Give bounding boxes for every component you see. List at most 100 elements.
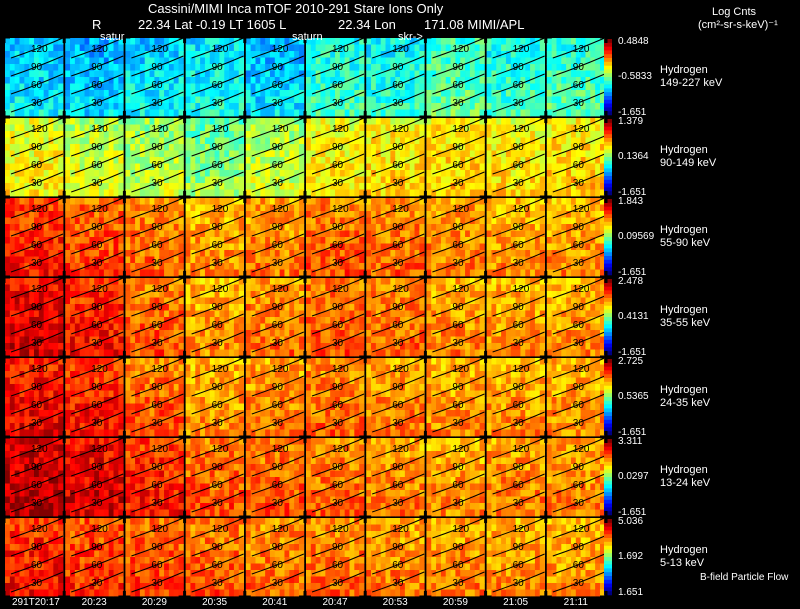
contour-label: 30 <box>31 98 43 109</box>
heatmap-cell <box>344 103 350 110</box>
heatmap-cell <box>575 96 582 104</box>
heatmap-cell <box>510 51 516 58</box>
heatmap-cell <box>465 144 471 151</box>
heatmap-cell <box>173 124 179 132</box>
heatmap-cell <box>139 157 146 164</box>
heatmap-cell <box>546 183 553 190</box>
heatmap-cell <box>431 189 437 197</box>
heatmap-cell <box>354 144 360 151</box>
heatmap-cell <box>520 263 526 270</box>
heatmap-cell <box>599 224 606 231</box>
heatmap-cell <box>419 83 425 91</box>
heatmap-cell <box>431 57 437 65</box>
heatmap-cell <box>426 237 432 244</box>
heatmap-cell <box>310 109 317 117</box>
heatmap-cell <box>284 64 290 71</box>
heatmap-cell <box>48 70 54 78</box>
heatmap-cell <box>375 44 382 52</box>
heatmap-cell <box>190 109 196 117</box>
heatmap-cell <box>496 243 502 251</box>
colorbar-step <box>604 138 612 143</box>
heatmap-cell <box>474 77 480 84</box>
heatmap-cell <box>195 269 201 277</box>
heatmap-cell <box>29 230 35 238</box>
heatmap-cell <box>260 263 266 270</box>
heatmap-cell <box>539 198 545 205</box>
heatmap-cell <box>70 284 76 292</box>
heatmap-cell <box>426 157 432 164</box>
heatmap-cell <box>366 124 372 132</box>
heatmap-cell <box>255 176 261 184</box>
heatmap-cell <box>354 70 360 78</box>
heatmap-cell <box>556 124 562 132</box>
heatmap-cell <box>99 51 105 58</box>
heatmap-cell <box>404 250 411 257</box>
heatmap-cell <box>491 256 497 264</box>
heatmap-cell <box>530 131 536 138</box>
heatmap-cell <box>359 243 365 251</box>
heatmap-cell <box>501 124 507 132</box>
heatmap-cell <box>94 250 100 257</box>
heatmap-cell <box>279 217 285 225</box>
heatmap-cell <box>274 118 281 125</box>
heatmap-cell <box>580 263 586 270</box>
heatmap-cell <box>204 150 211 158</box>
heatmap-cell <box>204 51 211 58</box>
heatmap-cell <box>34 170 40 177</box>
heatmap-cell <box>130 109 136 117</box>
heatmap-cell <box>339 83 346 91</box>
heatmap-cell <box>505 51 512 58</box>
heatmap-cell <box>575 124 582 132</box>
heatmap-cell <box>84 310 90 318</box>
colorbar-step <box>604 126 612 131</box>
colorbar-step <box>604 58 612 63</box>
heatmap-cell <box>491 150 497 158</box>
heatmap-cell <box>38 150 45 158</box>
heatmap-cell <box>89 124 95 132</box>
contour-line <box>311 215 365 237</box>
contour-line <box>131 171 184 193</box>
heatmap-cell <box>580 204 586 212</box>
heatmap-cell <box>130 103 136 110</box>
heatmap-cell <box>43 198 49 205</box>
heatmap-cell <box>214 250 220 257</box>
heatmap-cell <box>200 263 206 270</box>
heatmap-cell <box>139 109 146 117</box>
heatmap-cell <box>89 183 95 190</box>
heatmap-cell <box>103 83 110 91</box>
heatmap-cell <box>9 103 16 110</box>
heatmap-cell <box>9 224 16 231</box>
heatmap-cell <box>525 217 531 225</box>
heatmap-cell <box>339 256 346 264</box>
heatmap-cell <box>94 278 100 285</box>
colorbar-step <box>604 73 612 78</box>
heatmap-cell <box>19 304 25 311</box>
heatmap-cell <box>395 183 401 190</box>
heatmap-cell <box>200 109 206 117</box>
heatmap-cell <box>515 183 521 190</box>
heatmap-cell <box>84 297 90 305</box>
heatmap-cell <box>570 38 577 45</box>
heatmap-cell <box>125 38 131 45</box>
heatmap-cell <box>144 83 150 91</box>
heatmap-cell <box>505 243 512 251</box>
heatmap-cell <box>84 336 90 344</box>
heatmap-cell <box>185 189 191 197</box>
heatmap-cell <box>546 170 553 177</box>
heatmap-cell <box>585 90 591 97</box>
heatmap-cell <box>38 170 45 177</box>
heatmap-cell <box>195 157 201 164</box>
heatmap-cell <box>306 77 312 84</box>
heatmap-cell <box>38 118 45 125</box>
heatmap-cell <box>74 269 81 277</box>
heatmap-cell <box>585 124 591 132</box>
heatmap-cell <box>520 250 526 257</box>
heatmap-cell <box>556 250 562 257</box>
heatmap-cell <box>289 118 295 125</box>
heatmap-cell <box>298 51 305 58</box>
heatmap-cell <box>354 150 360 158</box>
contour-line <box>191 55 244 77</box>
heatmap-cell <box>366 131 372 138</box>
